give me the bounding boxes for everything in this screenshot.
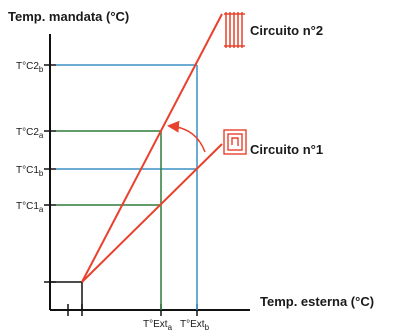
curve-shift-arrow	[167, 120, 206, 153]
y-axis-title: Temp. mandata (°C)	[8, 9, 129, 24]
y-tick-label-tc2a: T°C2a	[16, 127, 44, 140]
circuit-1-label: Circuito n°1	[250, 142, 323, 157]
x-tick-label-extb: T°Extb	[180, 319, 210, 332]
x-axis-title: Temp. esterna (°C)	[260, 294, 374, 309]
circuit-2-label: Circuito n°2	[250, 23, 323, 38]
curve-circuit-1	[81, 143, 223, 283]
x-tick-label-exta: T°Exta	[143, 319, 173, 332]
y-tick-label-tc1b: T°C1b	[16, 165, 44, 178]
curve-circuit-2	[81, 13, 223, 283]
y-tick-label-tc1a: T°C1a	[16, 201, 44, 214]
radiator-icon	[224, 12, 245, 48]
floor-heating-coil-icon	[223, 129, 247, 155]
y-tick-label-tc2b: T°C2b	[16, 61, 44, 74]
